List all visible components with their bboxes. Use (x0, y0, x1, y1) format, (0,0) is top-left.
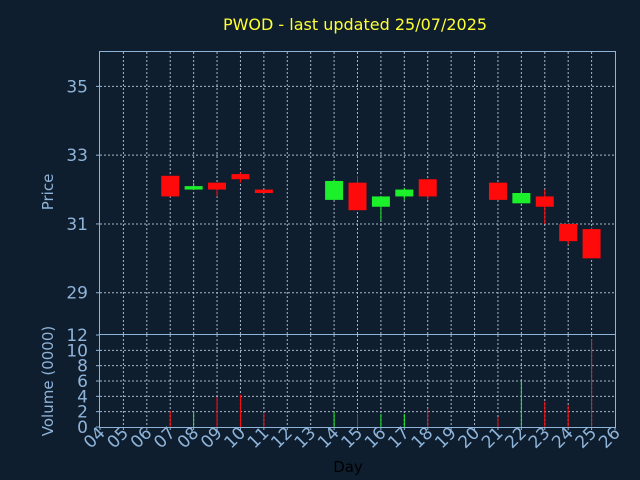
volume-y-tick-label: 2 (77, 403, 88, 423)
candle-body (184, 186, 203, 190)
price-y-tick-label: 35 (66, 77, 88, 97)
volume-y-tick-label: 10 (66, 341, 88, 361)
volume-y-tick-label: 12 (66, 326, 88, 346)
price-y-tick-labels: 29 31 33 35 (66, 77, 100, 304)
candle-body (559, 223, 578, 242)
volume-y-tick-label: 0 (77, 418, 88, 438)
candle-body (418, 179, 437, 197)
volume-y-tick-label: 4 (77, 387, 88, 407)
candle-body (161, 175, 180, 197)
price-y-tick-label: 33 (66, 146, 88, 166)
candle-body (208, 182, 227, 190)
volume-axis-label: Volume (0000) (39, 326, 57, 436)
volume-y-tick-label: 6 (77, 372, 88, 392)
candle-body (488, 182, 507, 200)
candle-body (348, 182, 367, 211)
candle-body (512, 193, 531, 204)
chart-title: PWOD - last updated 25/07/2025 (223, 15, 487, 34)
candle-body (535, 196, 554, 207)
candle-body (395, 189, 414, 197)
price-y-tick-label: 31 (66, 215, 88, 235)
candle-body (231, 174, 250, 180)
price-y-tick-label: 29 (66, 284, 88, 304)
candle-body (371, 196, 390, 207)
x-axis-label: Day (333, 458, 363, 476)
candle-body (582, 229, 601, 259)
candle-body (325, 180, 344, 200)
candlestick-series (161, 172, 601, 259)
volume-bar-series (169, 338, 593, 427)
price-axis-label: Price (39, 174, 57, 211)
candle-body (254, 189, 273, 193)
volume-y-tick-label: 8 (77, 357, 88, 377)
x-tick-labels: 0405060708091011121314151617181920212223… (80, 423, 624, 452)
